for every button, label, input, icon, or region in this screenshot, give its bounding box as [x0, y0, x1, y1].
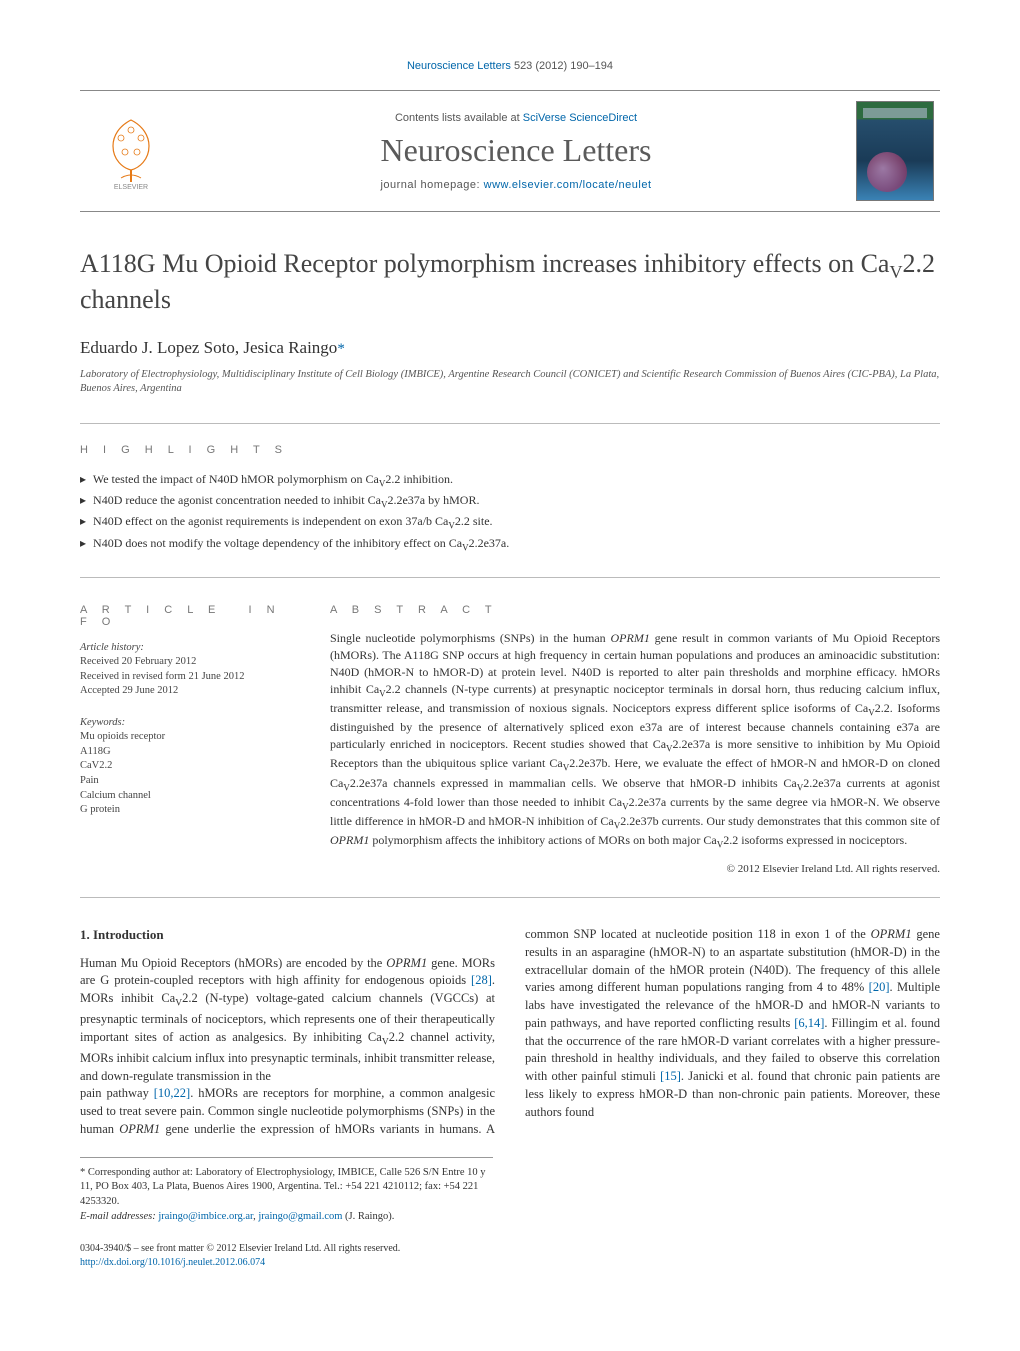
running-head-journal-link[interactable]: Neuroscience Letters	[407, 60, 511, 72]
history-line: Accepted 29 June 2012	[80, 684, 300, 699]
authors-line: Eduardo J. Lopez Soto, Jesica Raingo*	[80, 338, 940, 358]
bottom-matter: 0304-3940/$ – see front matter © 2012 El…	[80, 1242, 940, 1270]
keyword: CaV2.2	[80, 759, 300, 774]
keyword: Mu opioids receptor	[80, 730, 300, 745]
svg-text:ELSEVIER: ELSEVIER	[114, 184, 148, 190]
running-head-citation: 523 (2012) 190–194	[511, 60, 613, 72]
doi-link[interactable]: http://dx.doi.org/10.1016/j.neulet.2012.…	[80, 1257, 265, 1268]
history-line: Received in revised form 21 June 2012	[80, 670, 300, 685]
section-heading-introduction: 1. Introduction	[80, 926, 495, 944]
contents-prefix: Contents lists available at	[395, 112, 523, 124]
info-abstract-row: A R T I C L E I N F O Article history: R…	[80, 604, 940, 898]
highlights-list: ▸ We tested the impact of N40D hMOR poly…	[80, 470, 940, 578]
keywords-head: Keywords:	[80, 717, 300, 728]
highlight-item: ▸ We tested the impact of N40D hMOR poly…	[80, 470, 940, 491]
email-line: E-mail addresses: jraingo@imbice.org.ar,…	[80, 1210, 493, 1225]
highlights-label: H I G H L I G H T S	[80, 423, 940, 456]
affiliation: Laboratory of Electrophysiology, Multidi…	[80, 368, 940, 396]
abstract-text: Single nucleotide polymorphisms (SNPs) i…	[330, 630, 940, 851]
elsevier-tree-icon: ELSEVIER	[99, 112, 163, 190]
body-paragraph: Human Mu Opioid Receptors (hMORs) are en…	[80, 955, 495, 1086]
body-two-column: 1. Introduction Human Mu Opioid Receptor…	[80, 926, 940, 1138]
article-info-label: A R T I C L E I N F O	[80, 604, 300, 628]
corresponding-author-footnote: * Corresponding author at: Laboratory of…	[80, 1166, 493, 1210]
abstract-column: A B S T R A C T Single nucleotide polymo…	[330, 604, 940, 875]
journal-article-page: Neuroscience Letters 523 (2012) 190–194 …	[0, 0, 1020, 1310]
masthead-center: Contents lists available at SciVerse Sci…	[176, 112, 856, 191]
author-email-link[interactable]: jraingo@gmail.com	[258, 1211, 342, 1222]
history-line: Received 20 February 2012	[80, 655, 300, 670]
keyword: Calcium channel	[80, 789, 300, 804]
abstract-label: A B S T R A C T	[330, 604, 940, 616]
sciencedirect-link[interactable]: SciVerse ScienceDirect	[523, 112, 637, 124]
homepage-prefix: journal homepage:	[380, 179, 483, 191]
issn-copyright-line: 0304-3940/$ – see front matter © 2012 El…	[80, 1242, 940, 1256]
footnotes-block: * Corresponding author at: Laboratory of…	[80, 1157, 493, 1225]
article-info-column: A R T I C L E I N F O Article history: R…	[80, 604, 300, 875]
highlight-item: ▸ N40D does not modify the voltage depen…	[80, 534, 940, 555]
abstract-copyright: © 2012 Elsevier Ireland Ltd. All rights …	[330, 863, 940, 875]
keyword: Pain	[80, 774, 300, 789]
email-label: E-mail addresses:	[80, 1211, 158, 1222]
email-tail: (J. Raingo).	[342, 1211, 394, 1222]
journal-cover-thumb	[856, 101, 934, 201]
journal-name: Neuroscience Letters	[176, 132, 856, 169]
publisher-logo: ELSEVIER	[86, 106, 176, 196]
history-head: Article history:	[80, 642, 300, 653]
contents-available-line: Contents lists available at SciVerse Sci…	[176, 112, 856, 124]
keyword: A118G	[80, 745, 300, 760]
highlight-item: ▸ N40D effect on the agonist requirement…	[80, 512, 940, 533]
keyword: G protein	[80, 803, 300, 818]
masthead: ELSEVIER Contents lists available at Sci…	[80, 90, 940, 212]
highlight-item: ▸ N40D reduce the agonist concentration …	[80, 491, 940, 512]
journal-homepage-link[interactable]: www.elsevier.com/locate/neulet	[484, 179, 652, 191]
article-title: A118G Mu Opioid Receptor polymorphism in…	[80, 248, 940, 316]
author-email-link[interactable]: jraingo@imbice.org.ar	[158, 1211, 253, 1222]
running-head: Neuroscience Letters 523 (2012) 190–194	[80, 60, 940, 72]
cover-image-icon	[856, 101, 934, 201]
journal-homepage-line: journal homepage: www.elsevier.com/locat…	[176, 179, 856, 191]
